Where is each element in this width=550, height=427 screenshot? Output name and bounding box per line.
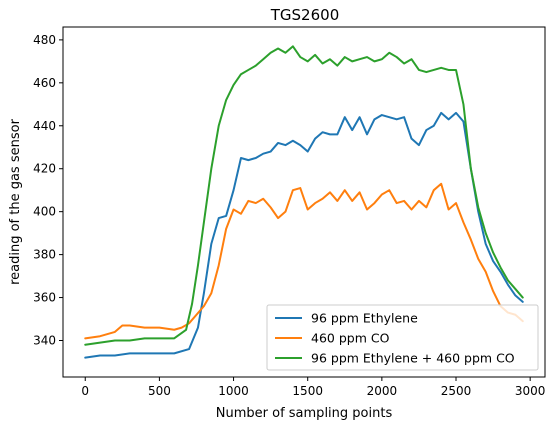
legend-label-3: 96 ppm Ethylene + 460 ppm CO bbox=[311, 351, 515, 366]
series-line-3 bbox=[84, 45, 524, 346]
y-tick-label: 340 bbox=[33, 333, 56, 347]
x-tick-label: 2000 bbox=[367, 384, 398, 398]
x-tick-label: 1500 bbox=[292, 384, 323, 398]
legend: 96 ppm Ethylene 460 ppm CO 96 ppm Ethylene… bbox=[266, 304, 539, 371]
y-tick-label: 380 bbox=[33, 248, 56, 262]
plot-frame bbox=[62, 26, 546, 378]
y-tick-label: 440 bbox=[33, 119, 56, 133]
legend-box bbox=[266, 304, 539, 371]
x-tick-label: 500 bbox=[148, 384, 171, 398]
series-line-2 bbox=[84, 182, 524, 340]
y-tick-label: 460 bbox=[33, 76, 56, 90]
series-line-1 bbox=[84, 111, 524, 359]
y-tick-label: 420 bbox=[33, 162, 56, 176]
chart-title: TGS2600 bbox=[270, 6, 339, 24]
y-tick-label: 400 bbox=[33, 205, 56, 219]
x-axis-label: Number of sampling points bbox=[216, 406, 393, 421]
series-layer bbox=[84, 45, 524, 359]
y-axis-label: reading of the gas sensor bbox=[8, 118, 23, 285]
x-tick-label: 0 bbox=[81, 384, 89, 398]
y-tick-label: 360 bbox=[33, 291, 56, 305]
y-tick-label: 480 bbox=[33, 33, 56, 47]
x-axis: 0 500 1000 1500 2000 2500 3000 bbox=[81, 377, 545, 398]
x-tick-label: 3000 bbox=[515, 384, 546, 398]
x-tick-label: 2500 bbox=[441, 384, 472, 398]
legend-label-2: 460 ppm CO bbox=[311, 331, 390, 346]
y-axis: 340 360 380 400 420 440 460 480 bbox=[33, 33, 63, 347]
x-tick-label: 1000 bbox=[218, 384, 249, 398]
legend-label-1: 96 ppm Ethylene bbox=[311, 311, 418, 326]
